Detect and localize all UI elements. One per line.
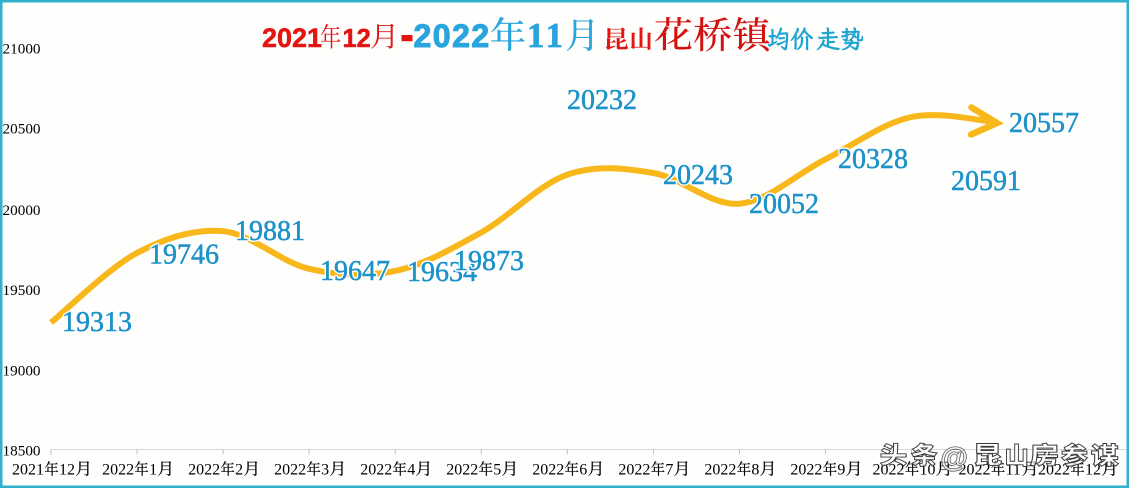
svg-text:2022: 2022 [188, 462, 220, 479]
svg-text:19881: 19881 [235, 216, 305, 247]
svg-text:9: 9 [837, 462, 845, 479]
svg-text:2022: 2022 [274, 462, 306, 479]
svg-text:6: 6 [579, 462, 587, 479]
svg-text:8: 8 [751, 462, 759, 479]
svg-text:20328: 20328 [838, 144, 908, 175]
svg-text:20500: 20500 [3, 121, 41, 138]
svg-text:2022: 2022 [959, 462, 991, 479]
svg-text:19647: 19647 [320, 256, 390, 287]
svg-text:5: 5 [493, 462, 501, 479]
svg-text:20328: 20328 [838, 144, 908, 175]
svg-text:19873: 19873 [454, 246, 524, 277]
svg-text:19634: 19634 [407, 257, 477, 288]
svg-text:2022: 2022 [704, 462, 736, 479]
svg-text:2022: 2022 [446, 462, 478, 479]
svg-text:2022: 2022 [532, 462, 564, 479]
svg-text:4: 4 [407, 462, 415, 479]
svg-text:2022: 2022 [414, 18, 491, 54]
svg-text:19313: 19313 [62, 307, 132, 338]
svg-text:21000: 21000 [3, 40, 41, 57]
svg-text:19881: 19881 [235, 216, 305, 247]
svg-text:11: 11 [527, 17, 566, 55]
svg-text:11: 11 [1006, 462, 1021, 479]
svg-text:12: 12 [1085, 462, 1101, 479]
svg-text:7: 7 [665, 462, 673, 479]
svg-text:2022: 2022 [1038, 462, 1070, 479]
svg-text:19500: 19500 [3, 282, 41, 299]
svg-text:20591: 20591 [951, 166, 1021, 197]
svg-text:19746: 19746 [149, 240, 219, 271]
svg-text:20591: 20591 [951, 166, 1021, 197]
svg-text:19873: 19873 [454, 246, 524, 277]
svg-text:20000: 20000 [3, 202, 41, 219]
svg-text:2022: 2022 [873, 462, 905, 479]
svg-text:1: 1 [149, 462, 157, 479]
svg-text:12: 12 [343, 25, 371, 53]
svg-text:3: 3 [321, 462, 329, 479]
svg-text:2021: 2021 [262, 23, 322, 53]
svg-text:20052: 20052 [749, 189, 819, 220]
svg-text:2022: 2022 [360, 462, 392, 479]
svg-text:19313: 19313 [62, 307, 132, 338]
svg-text:20232: 20232 [567, 85, 637, 116]
svg-text:19000: 19000 [3, 362, 41, 379]
svg-text:19746: 19746 [149, 240, 219, 271]
svg-text:2022: 2022 [102, 462, 134, 479]
svg-text:2: 2 [235, 462, 243, 479]
svg-text:@: @ [941, 442, 968, 473]
svg-text:19647: 19647 [320, 256, 390, 287]
svg-text:19634: 19634 [407, 257, 477, 288]
svg-text:20557: 20557 [1009, 108, 1079, 139]
svg-text:20243: 20243 [663, 160, 733, 191]
svg-text:2021: 2021 [12, 462, 44, 479]
svg-text:20232: 20232 [567, 85, 637, 116]
svg-text:2022: 2022 [790, 462, 822, 479]
svg-text:12: 12 [59, 462, 75, 479]
svg-text:2022: 2022 [618, 462, 650, 479]
svg-text:18500: 18500 [3, 443, 41, 460]
svg-text:20243: 20243 [663, 160, 733, 191]
svg-text:20557: 20557 [1009, 108, 1079, 139]
svg-text:20052: 20052 [749, 189, 819, 220]
